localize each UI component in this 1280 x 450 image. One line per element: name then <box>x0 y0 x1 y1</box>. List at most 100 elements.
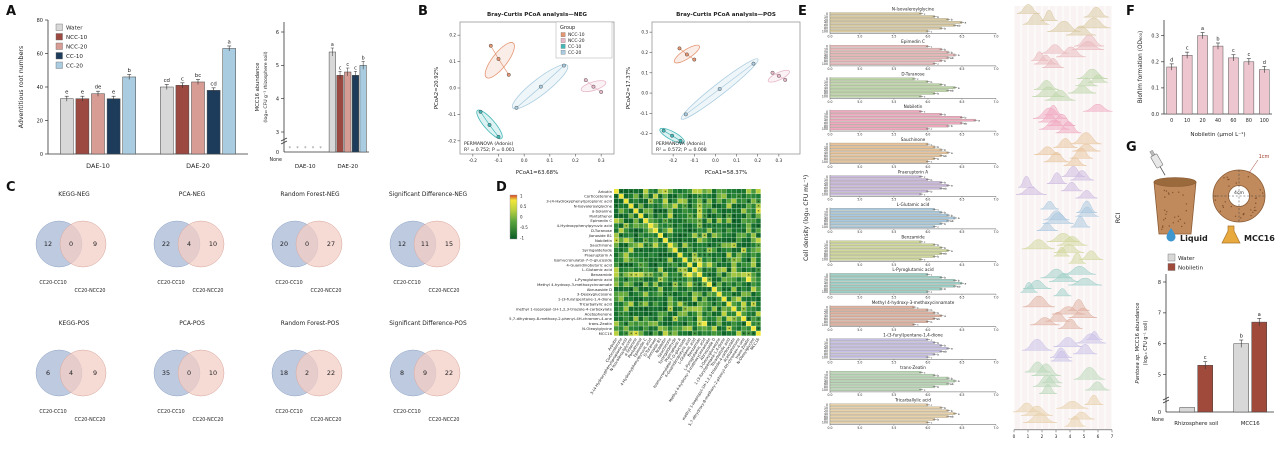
mini-bar <box>829 21 963 24</box>
mini-sig-letter: b <box>951 213 953 217</box>
heatmap-cell <box>731 321 737 326</box>
heatmap-cell <box>653 223 658 228</box>
scatter-point <box>776 73 781 78</box>
heatmap-cell <box>746 233 751 238</box>
heatmap-cell <box>751 218 756 223</box>
heatmap-cell <box>741 262 746 268</box>
sig-star: * <box>733 214 735 219</box>
heatmap-cell <box>667 247 673 253</box>
mini-x-tick: 7.0 <box>994 295 999 299</box>
heatmap-cell <box>721 291 727 297</box>
mini-x-tick: 5.0 <box>857 426 862 430</box>
heatmap-cell <box>653 316 658 321</box>
heatmap-cell <box>677 213 683 219</box>
heatmap-cell <box>623 321 629 326</box>
heatmap-cell <box>741 296 746 302</box>
heatmap-cell <box>623 262 629 268</box>
heatmap-cell <box>663 267 668 272</box>
heatmap-cell <box>751 213 756 219</box>
sig-star: * <box>679 238 681 243</box>
heatmap-cell <box>614 331 619 336</box>
heatmap-cell <box>736 326 742 331</box>
heatmap-cell <box>667 331 673 336</box>
heatmap-cell <box>648 301 653 307</box>
heatmap-cell <box>707 272 712 277</box>
heatmap-cell <box>721 189 727 194</box>
heatmap-cell <box>726 198 732 204</box>
sig-letter: d <box>1263 60 1266 66</box>
mini-title: Praeruptorin A <box>898 169 928 174</box>
heatmap-cell <box>751 272 756 277</box>
sig-star: * <box>694 238 696 243</box>
heatmap-cell <box>726 277 732 282</box>
sig-star: * <box>694 248 696 253</box>
bar <box>1166 66 1177 115</box>
heatmap-cell <box>648 189 653 194</box>
heatmap-cell <box>643 257 648 263</box>
heatmap-cell <box>653 267 658 272</box>
sig-star: * <box>635 228 637 233</box>
heatmap-cell <box>721 331 727 336</box>
heatmap-cell <box>741 272 746 277</box>
sig-star: * <box>655 209 657 214</box>
sig-star: * <box>684 302 686 307</box>
concentration-label: 100 <box>822 95 828 99</box>
heatmap-cell <box>628 238 634 243</box>
y-tick-label: 0.2 <box>449 33 456 38</box>
heatmap-cell <box>682 213 688 219</box>
heatmap-cell <box>633 198 639 204</box>
sig-star: * <box>669 218 671 223</box>
concentration-label: 40 <box>824 249 828 253</box>
mini-title: Epimedin C <box>901 39 925 44</box>
heatmap-cell <box>663 306 668 312</box>
sig-star: * <box>615 204 617 209</box>
heatmap-cell <box>658 257 663 263</box>
heatmap-cell <box>663 326 668 331</box>
color-scale <box>509 194 518 240</box>
mini-x-tick: 6.0 <box>925 230 930 234</box>
heatmap-cell <box>623 287 629 292</box>
heatmap-cell <box>623 189 629 194</box>
heatmap-cell <box>741 252 746 258</box>
venn-right-circle <box>295 220 343 268</box>
sig-star: * <box>733 316 735 321</box>
concentration-label: 100 <box>822 388 828 392</box>
sig-letter: e <box>81 90 85 96</box>
sig-star: * <box>733 243 735 248</box>
mini-sig-letter: ab <box>964 121 968 125</box>
heatmap-cell <box>707 252 712 258</box>
heatmap-cell <box>677 272 683 277</box>
heatmap-cell <box>633 213 639 219</box>
mini-sig-letter: a <box>958 86 960 90</box>
venn-left-count: 18 <box>280 369 288 377</box>
soil-pot-icon <box>1153 177 1197 235</box>
heatmap-cell <box>692 218 697 223</box>
heatmap-cell <box>614 247 619 253</box>
heatmap-cell <box>692 257 697 263</box>
ridge-band-Nobiletin <box>1032 103 1113 134</box>
heatmap-cell <box>702 228 707 233</box>
sig-star: * <box>650 331 652 336</box>
heatmap-cell <box>731 218 737 223</box>
heatmap-cell <box>751 267 756 272</box>
heatmap-cell <box>692 252 697 258</box>
heatmap-cell <box>633 233 639 238</box>
sig-star: * <box>689 194 691 199</box>
y-tick-label: 3 <box>276 130 279 136</box>
mini-x-tick: 5.0 <box>857 295 862 299</box>
sig-star: * <box>669 263 671 268</box>
mini-sig-letter: ab <box>950 219 954 223</box>
heatmap-cell <box>712 198 717 204</box>
heatmap-cell <box>658 267 663 272</box>
bar <box>60 98 74 155</box>
heatmap-row-label: 1-(3-furyl)pentane-1,4-dione <box>558 297 613 302</box>
mini-bar <box>829 350 942 353</box>
heatmap-cell <box>628 213 634 219</box>
heatmap-cell <box>741 193 746 199</box>
concentration-label: 40 <box>824 347 828 351</box>
heatmap-cell <box>682 223 688 228</box>
heatmap-cell <box>633 272 639 277</box>
venn-right-count: 10 <box>209 240 217 248</box>
concentration-label: 10 <box>824 374 828 378</box>
legend-swatch <box>55 42 63 50</box>
